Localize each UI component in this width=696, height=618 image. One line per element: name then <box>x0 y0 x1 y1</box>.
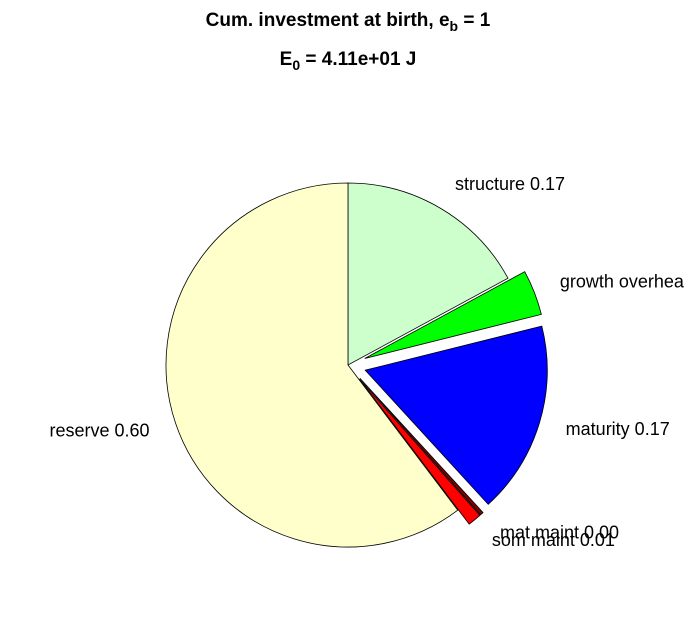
pie-slice <box>359 378 481 525</box>
slice-label: mat maint 0.00 <box>500 523 619 543</box>
pie-slice <box>347 182 509 366</box>
slice-label: som maint 0.01 <box>492 530 615 550</box>
pie-slice <box>165 182 459 548</box>
slice-label: maturity 0.17 <box>566 419 670 439</box>
slice-label: growth overhea <box>560 271 685 291</box>
pie-slice <box>364 325 548 505</box>
chart-title: Cum. investment at birth, eb = 1 <box>206 10 491 34</box>
slice-label: reserve 0.60 <box>50 420 150 440</box>
pie-slice <box>364 271 542 359</box>
slice-label: structure 0.17 <box>455 174 565 194</box>
pie-slice <box>359 378 484 516</box>
chart-subtitle: E0 = 4.11e+01 J <box>280 49 417 73</box>
